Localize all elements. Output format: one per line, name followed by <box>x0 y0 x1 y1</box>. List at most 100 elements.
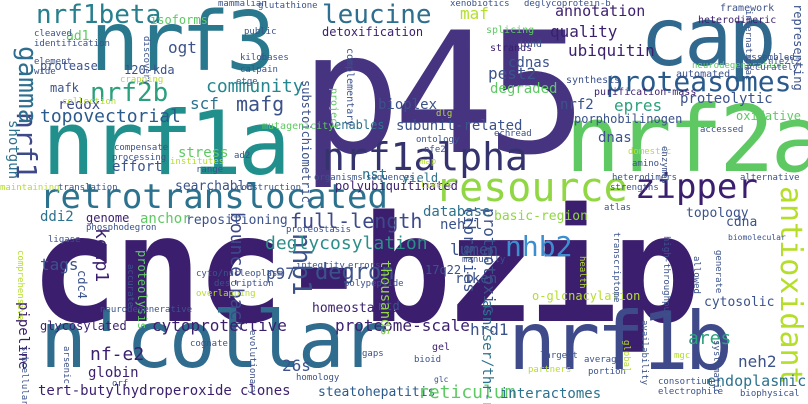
word: globin <box>88 365 139 381</box>
word: searchable <box>175 179 254 194</box>
word: interactomes <box>500 386 602 402</box>
word: map <box>420 157 437 167</box>
word: tert-butylhydroperoxide <box>38 383 232 399</box>
word: maf <box>460 4 489 23</box>
word: wide <box>34 67 56 77</box>
word: nst <box>362 167 388 183</box>
word: proteolysis <box>135 250 149 330</box>
word: jund <box>518 39 543 50</box>
word: manually <box>462 255 506 265</box>
word: cdnas <box>508 55 551 71</box>
word: quality <box>550 22 618 41</box>
word: enables <box>334 118 385 132</box>
word: neh2l <box>440 217 483 233</box>
word: nrf2 <box>560 97 594 113</box>
word: availability <box>639 320 649 386</box>
word: cognate <box>190 339 228 349</box>
word: nrf2b <box>90 78 169 108</box>
word: nhb2 <box>505 230 573 263</box>
word: homeostasis <box>312 301 399 316</box>
word: degron <box>315 260 395 285</box>
word: ogt <box>168 38 197 57</box>
word: leucine <box>322 0 432 30</box>
word: endoplasmic <box>707 372 807 390</box>
word: comprehensive <box>15 250 25 321</box>
word: largest <box>540 351 578 361</box>
word: high-throughput <box>661 236 671 318</box>
word: gaps <box>362 349 384 359</box>
word: biophysical <box>740 389 800 399</box>
word: yield <box>402 171 439 185</box>
word: dlg <box>436 109 453 119</box>
word: framework <box>720 3 775 14</box>
word: errors <box>348 261 381 271</box>
word: average <box>584 355 622 365</box>
word: resource <box>435 165 628 211</box>
word: full-length <box>290 209 423 233</box>
word: cytoprotective <box>152 316 287 335</box>
word: ad1 <box>66 29 90 44</box>
word: proteolytic <box>680 91 773 107</box>
word: ubiquitin <box>568 41 655 60</box>
word: gel <box>432 342 451 353</box>
word: polyubiquitinated <box>335 179 458 193</box>
word: p45 <box>300 0 587 192</box>
word: integrity <box>296 261 345 271</box>
word: 120-kda <box>124 63 175 77</box>
word: cleaved <box>34 29 72 39</box>
word: public <box>244 27 277 37</box>
word: topology <box>686 206 749 221</box>
word: read <box>510 129 532 139</box>
word: protease <box>40 59 98 73</box>
word: arsenic <box>61 346 71 384</box>
word: accurately <box>744 63 799 73</box>
word: sequences <box>366 173 415 183</box>
word: collection <box>62 97 117 107</box>
word: detoxification <box>322 25 424 39</box>
word: reticulum <box>418 382 516 403</box>
word: clones <box>240 383 291 399</box>
word: subunit-related <box>396 118 523 134</box>
word: organisms <box>314 173 363 183</box>
word: neurodegenerative <box>100 305 193 315</box>
word: ech <box>494 129 511 139</box>
word: oxidative <box>736 109 802 123</box>
word: nfe2 <box>424 145 446 155</box>
word: zipper <box>635 167 758 207</box>
word: institutes <box>170 157 225 167</box>
word: crapping <box>120 75 164 85</box>
word: 26s <box>282 356 311 375</box>
word: purification-mass <box>594 87 697 98</box>
word: partners <box>528 365 572 375</box>
word: pest2 <box>488 64 537 83</box>
word: automated <box>676 69 731 80</box>
word: basic-region <box>494 209 588 224</box>
word: effort <box>112 159 163 175</box>
word: proteasomes <box>606 65 792 98</box>
word: 17q22 <box>425 263 462 277</box>
word: domestic <box>628 147 672 157</box>
word: heterodimers <box>612 173 678 183</box>
word: livers <box>420 181 453 191</box>
word: ligase <box>48 235 81 245</box>
word: glycosylated <box>40 319 127 333</box>
word: processing <box>112 153 167 163</box>
word: kilobases <box>240 53 289 63</box>
word: portion <box>588 367 626 377</box>
word: ad2 <box>234 151 251 161</box>
word: annotation <box>555 2 646 20</box>
word: o-glcnacylation <box>532 289 641 303</box>
word: neh2 <box>738 352 777 371</box>
word: epres <box>614 96 663 115</box>
word: complementary <box>344 48 355 127</box>
word: overlapping <box>196 289 256 299</box>
word: atlas <box>604 203 632 213</box>
word: nrf2a <box>565 86 808 193</box>
word: ntd <box>378 299 400 313</box>
word: mammalian <box>218 0 267 9</box>
word: riken <box>455 271 498 287</box>
word: subcellular <box>19 346 29 404</box>
word: identification <box>34 39 110 49</box>
word: thousands <box>377 260 393 336</box>
word: allowed <box>691 256 701 294</box>
